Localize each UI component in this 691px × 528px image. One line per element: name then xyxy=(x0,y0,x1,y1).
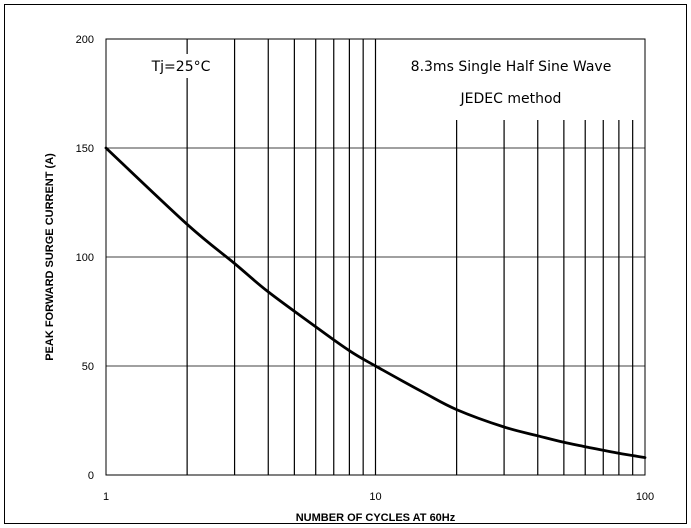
data-layer xyxy=(104,146,647,459)
y-tick-label: 200 xyxy=(76,34,94,46)
tick-layer: 0 50 100 150 200 1 10 100 xyxy=(76,34,655,503)
x-tick-label: 100 xyxy=(636,491,654,503)
x-tick-label: 1 xyxy=(103,491,109,503)
temperature-label-background xyxy=(140,54,232,78)
waveform-annotation: 8.3ms Single Half Sine Wave xyxy=(411,59,612,75)
y-axis-title: PEAK FORWARD SURGE CURRENT (A) xyxy=(44,153,56,361)
chart-frame xyxy=(4,4,687,524)
y-tick-label: 100 xyxy=(76,252,94,264)
x-axis-title: NUMBER OF CYCLES AT 60Hz xyxy=(296,512,456,524)
y-tick-label: 50 xyxy=(82,361,94,373)
y-tick-label: 0 xyxy=(88,470,94,482)
grid-layer xyxy=(106,39,645,475)
y-tick-label: 150 xyxy=(76,143,94,155)
surge-current-curve xyxy=(104,146,647,459)
plot-area xyxy=(105,38,646,476)
temperature-annotation: Tj=25°C xyxy=(151,59,211,75)
method-annotation: JEDEC method xyxy=(460,91,562,107)
x-tick-label: 10 xyxy=(369,491,381,503)
waveform-label-background xyxy=(390,54,635,114)
